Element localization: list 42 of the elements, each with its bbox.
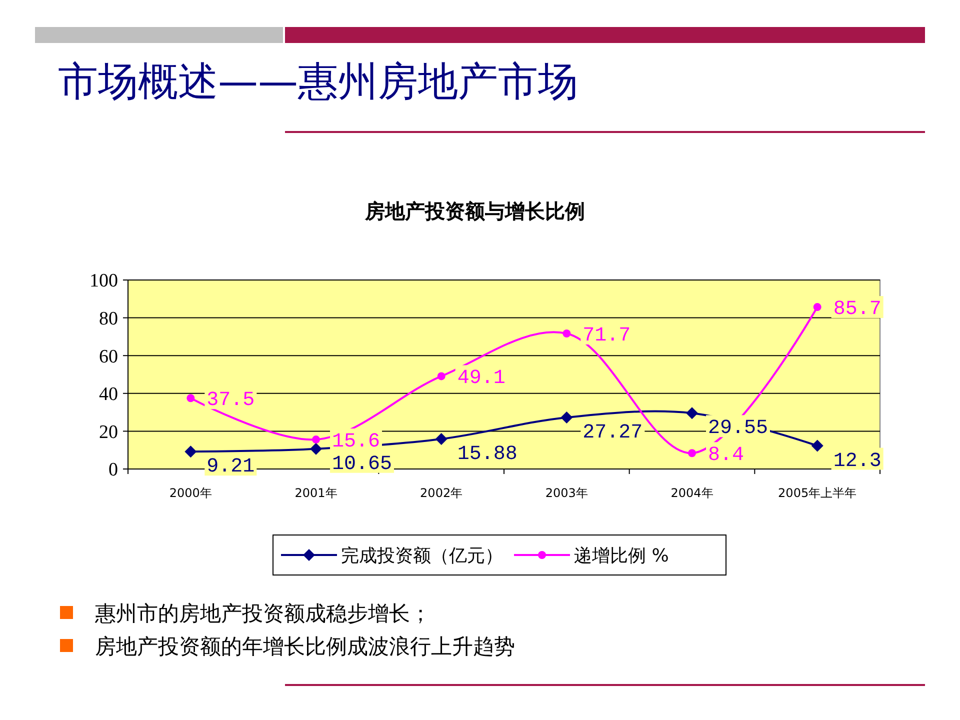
data-label: 10.65 [332,452,392,476]
data-label: 27.27 [582,421,643,444]
data-label: 29.55 [708,417,768,440]
legend-label: 递增比例 % [574,545,669,566]
point [186,394,195,402]
point [435,432,448,445]
x-tick-label: 2003年 [545,486,588,500]
y-tick-label: 20 [99,422,118,443]
legend-label: 完成投资额（亿元） [341,545,503,566]
point [688,449,696,458]
point [811,440,824,452]
point [562,329,571,338]
point [437,372,446,380]
data-label: 85.7 [833,298,882,322]
data-label: 49.1 [457,367,506,390]
point [184,446,197,458]
data-label: 12.3 [833,450,882,473]
text: 房地产投资额的年增长比例成波浪行上升趋势 [95,634,515,658]
data-label: 15.88 [457,442,518,466]
y-tick-label: 0 [108,460,118,481]
x-tick-label: 2001年 [294,486,338,500]
data-label: 37.5 [206,389,255,412]
point [686,407,698,420]
x-tick-label: 2000年 [169,486,212,500]
x-tick-label: 2002年 [420,486,463,500]
x-tick-label: 2004年 [670,486,714,500]
data-label: 9.21 [206,456,255,479]
data-label: 71.7 [582,324,631,348]
data-label: 8.4 [708,444,744,468]
data-label: 15.6 [332,430,380,454]
point [813,303,822,312]
chart-title: 房地产投资额与增长比例 [364,199,585,223]
y-tick-label: 60 [99,346,118,368]
text: 惠州市的房地产投资额成稳步增长； [94,601,431,626]
point [310,442,322,455]
point [560,411,573,424]
y-tick-label: 80 [99,308,118,330]
x-tick-label: 2005年上半年 [778,486,857,500]
point [312,436,320,444]
y-tick-label: 40 [99,384,118,406]
text: 市场概述——惠州房地产市场 [58,59,578,105]
y-tick-label: 100 [90,270,118,292]
